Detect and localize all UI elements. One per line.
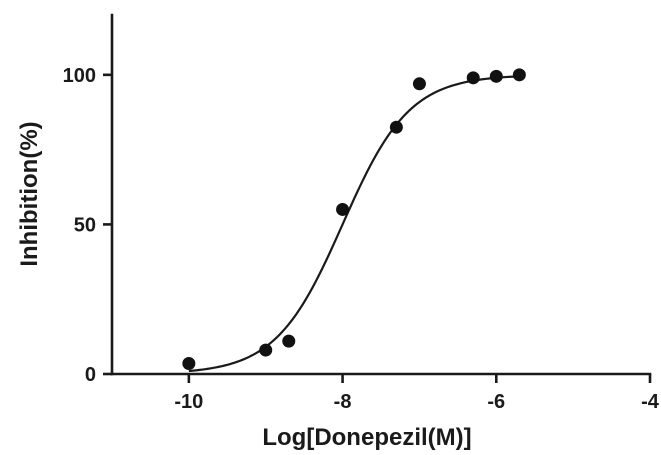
data-point	[282, 334, 296, 348]
x-ticks: -10 -8 -6 -4	[174, 374, 660, 413]
data-point	[466, 71, 480, 85]
fit-curve	[188, 75, 520, 373]
x-axis-title: Log[Donepezil(M)]	[262, 424, 471, 451]
data-point	[182, 357, 196, 371]
data-point	[512, 68, 526, 82]
x-tick-label: -6	[487, 391, 505, 413]
y-tick-label: 50	[74, 214, 96, 236]
axes	[110, 13, 652, 376]
data-point	[389, 120, 403, 134]
y-axis-title: Inhibition(%)	[16, 121, 43, 266]
data-point	[336, 202, 350, 216]
y-tick-label: 0	[85, 364, 96, 386]
x-tick-label: -8	[334, 391, 352, 413]
data-point	[489, 69, 503, 83]
y-tick-label: 100	[63, 65, 96, 87]
x-tick-label: -4	[641, 391, 660, 413]
data-points	[182, 68, 526, 371]
x-tick-label: -10	[174, 391, 203, 413]
data-point	[412, 77, 426, 91]
y-ticks: 0 50 100	[63, 65, 112, 386]
data-point	[259, 343, 273, 357]
